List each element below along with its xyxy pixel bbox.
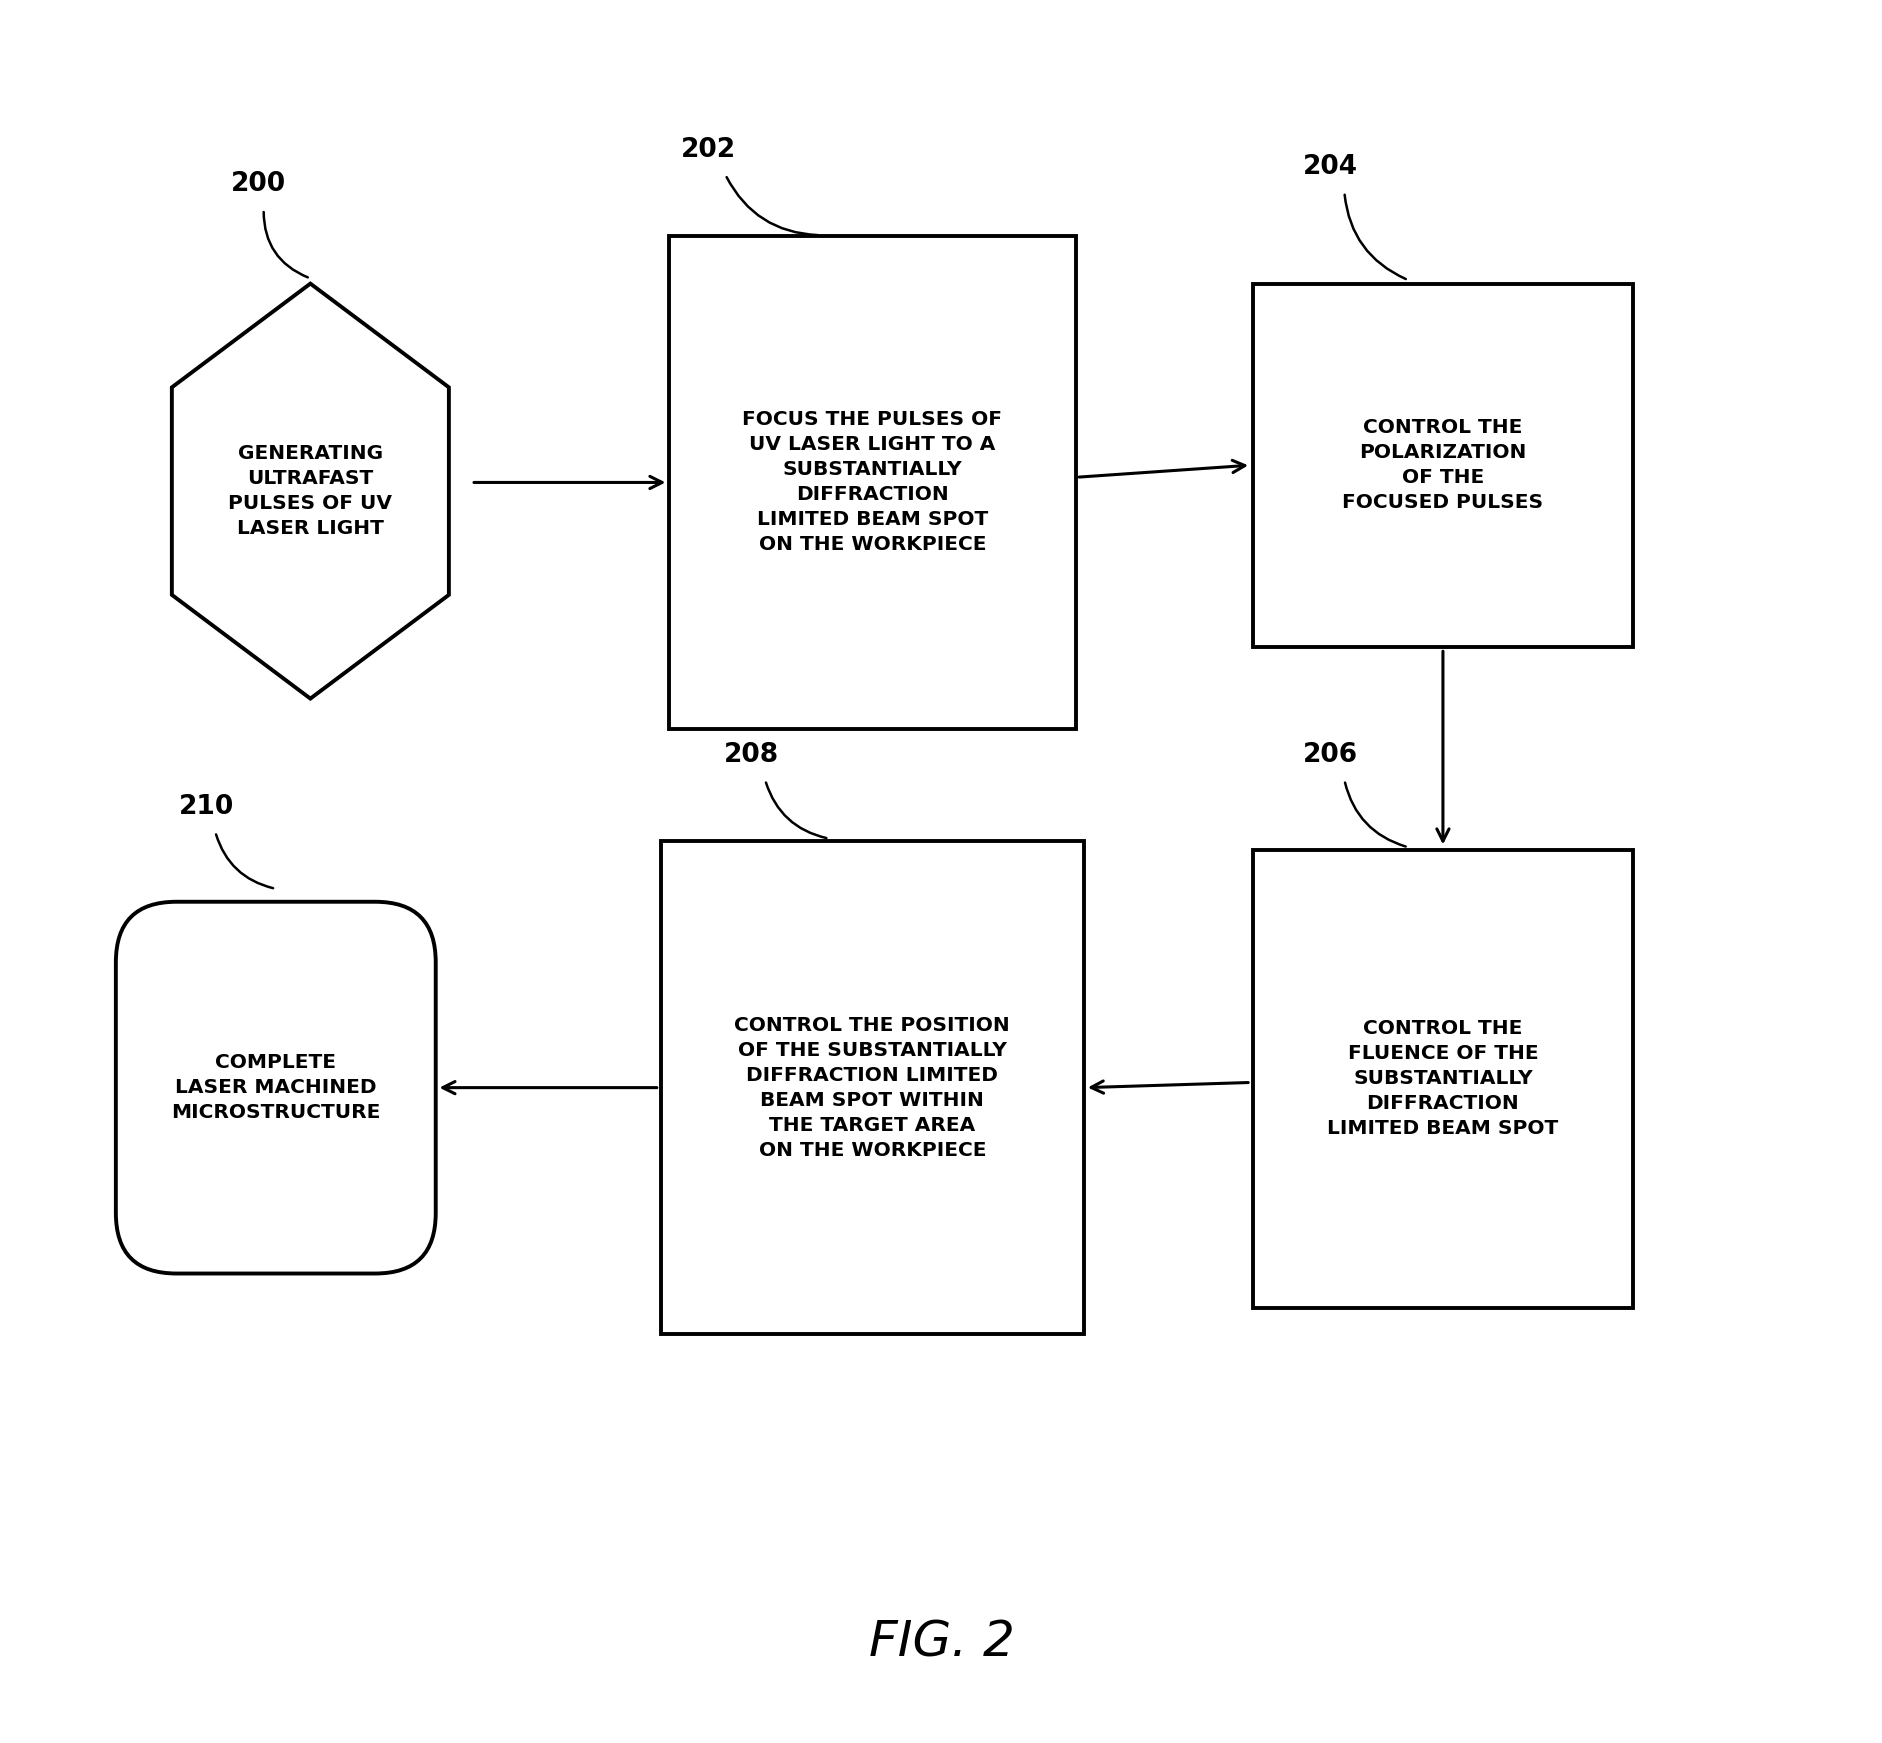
- Text: FIG. 2: FIG. 2: [868, 1619, 1014, 1666]
- Text: 206: 206: [1302, 743, 1357, 767]
- Text: GENERATING
ULTRAFAST
PULSES OF UV
LASER LIGHT: GENERATING ULTRAFAST PULSES OF UV LASER …: [228, 444, 391, 539]
- Text: FOCUS THE PULSES OF
UV LASER LIGHT TO A
SUBSTANTIALLY
DIFFRACTION
LIMITED BEAM S: FOCUS THE PULSES OF UV LASER LIGHT TO A …: [742, 410, 1001, 554]
- Bar: [668, 235, 1075, 729]
- Bar: [1252, 284, 1632, 647]
- Text: 208: 208: [723, 743, 779, 767]
- Text: 210: 210: [179, 793, 233, 819]
- Text: CONTROL THE
POLARIZATION
OF THE
FOCUSED PULSES: CONTROL THE POLARIZATION OF THE FOCUSED …: [1342, 418, 1543, 512]
- Text: COMPLETE
LASER MACHINED
MICROSTRUCTURE: COMPLETE LASER MACHINED MICROSTRUCTURE: [171, 1053, 380, 1122]
- Polygon shape: [171, 284, 448, 699]
- FancyBboxPatch shape: [117, 901, 435, 1274]
- Text: 202: 202: [679, 136, 736, 162]
- Text: CONTROL THE POSITION
OF THE SUBSTANTIALLY
DIFFRACTION LIMITED
BEAM SPOT WITHIN
T: CONTROL THE POSITION OF THE SUBSTANTIALL…: [734, 1016, 1009, 1159]
- Text: 204: 204: [1302, 153, 1357, 180]
- Bar: [661, 842, 1084, 1333]
- Text: 200: 200: [231, 171, 286, 197]
- Bar: [1252, 851, 1632, 1307]
- Text: CONTROL THE
FLUENCE OF THE
SUBSTANTIALLY
DIFFRACTION
LIMITED BEAM SPOT: CONTROL THE FLUENCE OF THE SUBSTANTIALLY…: [1327, 1020, 1558, 1138]
